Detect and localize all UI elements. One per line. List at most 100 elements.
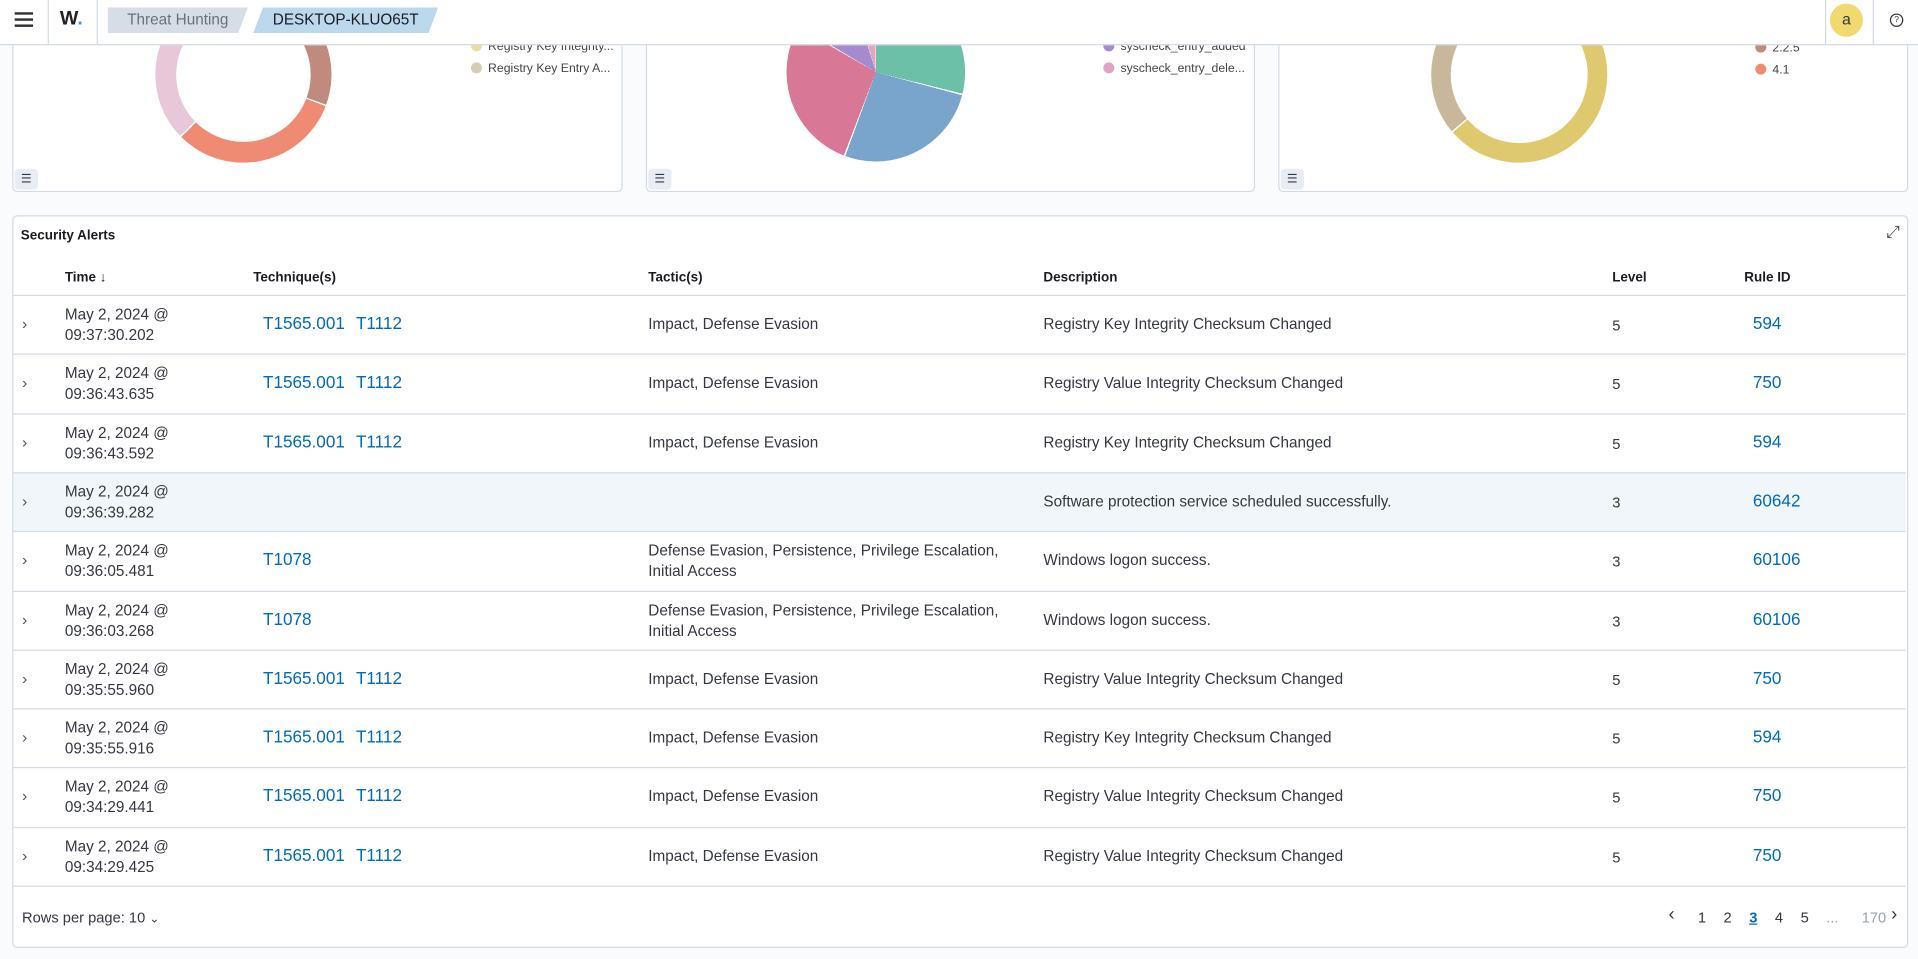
column-header: Rule ID [1744, 270, 1791, 286]
technique-link[interactable]: T1078 [262, 549, 312, 570]
page-link[interactable]: 4 [1774, 908, 1784, 926]
level-cell: 3 [1612, 612, 1621, 630]
panel-title: Security Alerts [20, 228, 116, 244]
expand-button[interactable]: › [22, 373, 28, 392]
level-cell: 5 [1612, 730, 1621, 748]
time-cell: May 2, 2024 @ 09:36:43.592 [64, 423, 169, 462]
table-row: › May 2, 2024 @ 09:34:29.425 T1565.001 T111… [13, 826, 1906, 887]
technique-link[interactable]: T1112 [355, 785, 402, 806]
column-header[interactable]: Time ↓ [64, 270, 107, 286]
logo[interactable]: W. [59, 8, 83, 30]
table-bottom-border [13, 885, 1906, 887]
rule-link[interactable]: 594 [1752, 431, 1782, 451]
time-cell: May 2, 2024 @ 09:34:29.425 [64, 837, 169, 876]
table-row: › May 2, 2024 @ 09:35:55.916 T1565.001 T111… [13, 708, 1906, 768]
rows-per-page[interactable]: Rows per page: 10 ⌄ [22, 908, 160, 926]
description-cell: Registry Value Integrity Checksum Change… [1043, 670, 1344, 688]
rule-link[interactable]: 750 [1752, 844, 1782, 865]
time-cell: May 2, 2024 @ 09:37:30.202 [64, 305, 169, 344]
legend: Registry Key Integrity... Registry Key En… [470, 40, 614, 84]
legend-toggle[interactable]: ☰ [1280, 168, 1304, 190]
rule-link[interactable]: 750 [1752, 372, 1782, 392]
rule-link[interactable]: 60106 [1752, 608, 1801, 629]
time-cell: May 2, 2024 @ 09:36:05.481 [64, 542, 169, 581]
expand-button[interactable]: › [22, 727, 28, 747]
rule-link[interactable]: 750 [1752, 667, 1782, 688]
technique-link[interactable]: T1112 [355, 667, 402, 688]
technique-link[interactable]: T1112 [355, 844, 402, 865]
legend-label: 4.1 [1772, 63, 1790, 78]
page-link[interactable]: ... [1826, 908, 1839, 926]
menu-button[interactable] [14, 12, 34, 27]
technique-link[interactable]: T1565.001 [262, 785, 345, 806]
level-cell: 3 [1612, 553, 1621, 571]
chart-panel: 2.2.5 4.1 ☰ [1278, 24, 1909, 193]
expand-button[interactable]: › [22, 846, 28, 865]
rule-link[interactable]: 750 [1752, 785, 1782, 806]
technique-link[interactable]: T1565.001 [262, 372, 345, 392]
prev-page[interactable]: ‹ [1668, 903, 1675, 925]
tactic-cell: Impact, Defense Evasion [648, 788, 819, 806]
page-link[interactable]: 170 [1861, 908, 1887, 926]
description-cell: Windows logon success. [1043, 551, 1211, 570]
next-page[interactable]: › [1891, 903, 1898, 925]
expand-button[interactable]: › [22, 609, 28, 629]
time-cell: May 2, 2024 @ 09:35:55.916 [64, 719, 169, 758]
table-row: › May 2, 2024 @ 09:36:43.635 T1565.001 T111… [13, 353, 1906, 414]
description-cell: Registry Key Integrity Checksum Changed [1043, 729, 1332, 747]
expand-button[interactable]: › [22, 787, 28, 806]
legend-dot [1755, 41, 1767, 53]
column-header: Level [1612, 270, 1647, 286]
expand-button[interactable]: › [22, 550, 28, 570]
rule-link[interactable]: 594 [1752, 313, 1782, 333]
breadcrumb[interactable]: DESKTOP-KLUO65T [253, 7, 438, 33]
page-link[interactable]: 2 [1723, 908, 1732, 926]
legend-label: syscheck_entry_dele... [1120, 62, 1245, 76]
legend-label: Registry Key Entry A... [488, 62, 611, 76]
rule-link[interactable]: 594 [1752, 726, 1782, 747]
time-cell: May 2, 2024 @ 09:36:03.268 [64, 601, 169, 640]
technique-link[interactable]: T1112 [355, 313, 402, 333]
expand-button[interactable]: › [22, 432, 28, 451]
column-header: Tactic(s) [648, 270, 703, 286]
level-cell: 5 [1612, 434, 1621, 453]
page-link[interactable]: 1 [1697, 908, 1706, 926]
avatar[interactable]: a [1829, 3, 1863, 37]
legend-item[interactable]: 4.1 [1755, 63, 1799, 78]
technique-link[interactable]: T1565.001 [262, 844, 345, 865]
header: W. Threat Hunting DESKTOP-KLUO65T a ? [0, 0, 1918, 46]
rule-link[interactable]: 60642 [1752, 490, 1801, 510]
table-row: › May 2, 2024 @ 09:36:39.282 Software prot… [13, 472, 1906, 532]
legend-dot [1103, 62, 1115, 74]
technique-link[interactable]: T1565.001 [262, 431, 345, 451]
time-cell: May 2, 2024 @ 09:36:39.282 [64, 483, 169, 521]
technique-link[interactable]: T1565.001 [262, 313, 345, 333]
expand-button[interactable]: › [22, 491, 28, 510]
legend-item[interactable]: syscheck_entry_dele... [1103, 62, 1245, 76]
description-cell: Registry Value Integrity Checksum Change… [1043, 374, 1344, 392]
help-button[interactable]: ? [1889, 13, 1904, 27]
breadcrumb[interactable]: Threat Hunting [108, 7, 248, 33]
column-header: Description [1043, 270, 1118, 286]
fullscreen-button[interactable]: ⤢ [1886, 221, 1900, 241]
rule-link[interactable]: 60106 [1752, 549, 1801, 570]
tactic-cell: Impact, Defense Evasion [648, 847, 819, 865]
table-row: › May 2, 2024 @ 09:37:30.202 T1565.001 T111… [13, 294, 1906, 355]
tactic-cell: Impact, Defense Evasion [648, 315, 819, 333]
technique-link[interactable]: T1565.001 [262, 667, 345, 688]
technique-link[interactable]: T1565.001 [262, 726, 345, 747]
technique-link[interactable]: T1112 [355, 726, 402, 747]
technique-link[interactable]: T1112 [355, 372, 402, 392]
legend-toggle[interactable]: ☰ [14, 168, 38, 190]
page-link[interactable]: 5 [1800, 908, 1809, 926]
table-row: › May 2, 2024 @ 09:36:43.592 T1565.001 T111… [13, 412, 1906, 473]
expand-button[interactable]: › [22, 668, 28, 688]
expand-button[interactable]: › [22, 314, 28, 333]
legend: 2.2.5 4.1 [1755, 41, 1800, 86]
page-link[interactable]: 3 [1749, 908, 1758, 926]
technique-link[interactable]: T1078 [262, 608, 312, 629]
level-cell: 5 [1612, 789, 1621, 807]
legend-toggle[interactable]: ☰ [648, 168, 672, 190]
legend-item[interactable]: Registry Key Entry A... [470, 62, 614, 76]
technique-link[interactable]: T1112 [355, 431, 402, 451]
